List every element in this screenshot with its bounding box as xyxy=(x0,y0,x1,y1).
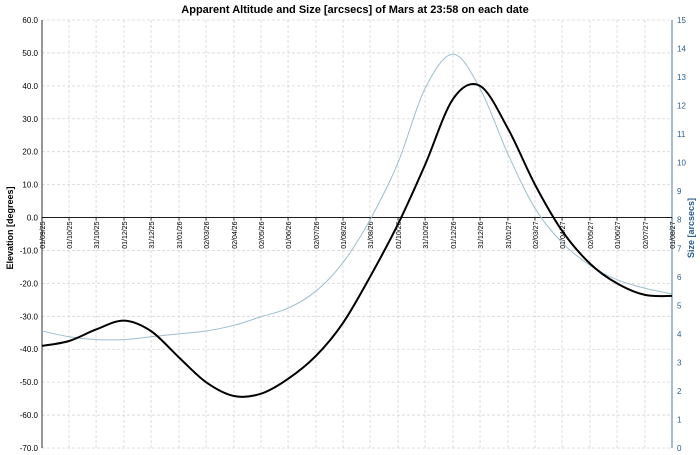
y-tick-label: -20.0 xyxy=(20,279,39,288)
x-tick-label: 01/10/25 xyxy=(67,221,74,248)
y2-tick-label: 7 xyxy=(677,244,682,253)
y2-tick-label: 0 xyxy=(677,444,682,453)
chart-title: Apparent Altitude and Size [arcsecs] of … xyxy=(181,4,528,16)
x-tick-label: 02/04/26 xyxy=(232,221,239,248)
y2-tick-label: 4 xyxy=(677,330,682,339)
y2-tick-label: 12 xyxy=(677,102,686,111)
y-tick-label: 60.0 xyxy=(22,16,38,25)
axes xyxy=(41,20,673,448)
y2-tick-label: 1 xyxy=(677,415,682,424)
x-tick-label: 02/05/27 xyxy=(588,221,595,248)
x-tick-label: 31/08/26 xyxy=(368,221,375,248)
x-tick-label: 01/08/27 xyxy=(670,221,677,248)
y-axis-left-title: Elevation [degrees] xyxy=(5,186,15,269)
y-tick-label: 10.0 xyxy=(22,181,38,190)
y2-tick-label: 10 xyxy=(677,159,686,168)
x-tick-label: 31/12/26 xyxy=(478,221,485,248)
y-tick-label: 0.0 xyxy=(27,214,39,223)
y-tick-label: -30.0 xyxy=(20,312,39,321)
grid xyxy=(41,19,673,449)
y2-tick-label: 6 xyxy=(677,273,682,282)
y-tick-label: 20.0 xyxy=(22,148,38,157)
x-tick-label: 01/04/27 xyxy=(560,221,567,248)
series-lines xyxy=(41,53,673,398)
y-axis-right-title: Size [arcsecs] xyxy=(686,198,696,258)
x-tick-label: 31/01/27 xyxy=(506,221,513,248)
y-tick-label: 40.0 xyxy=(22,82,38,91)
x-tick-label: 31/01/26 xyxy=(177,221,184,248)
x-tick-label: 31/10/25 xyxy=(94,221,101,248)
y-tick-label: -10.0 xyxy=(20,246,39,255)
y2-tick-label: 5 xyxy=(677,301,682,310)
y-tick-label: -60.0 xyxy=(20,411,39,420)
x-tick-label: 01/12/25 xyxy=(122,221,129,248)
y2-tick-label: 14 xyxy=(677,45,686,54)
x-tick-label: 02/07/26 xyxy=(314,221,321,248)
y2-tick-label: 15 xyxy=(677,16,686,25)
x-tick-label: 01/06/26 xyxy=(286,221,293,248)
y2-tick-label: 9 xyxy=(677,187,682,196)
y-tick-label: 50.0 xyxy=(22,49,38,58)
y-tick-label: -40.0 xyxy=(20,345,39,354)
x-tick-label: 01/09/25 xyxy=(40,221,47,248)
y2-tick-label: 11 xyxy=(677,130,686,139)
x-tick-label: 01/12/26 xyxy=(451,221,458,248)
x-tick-label: 02/03/26 xyxy=(204,221,211,248)
x-tick-label: 02/05/26 xyxy=(259,221,266,248)
x-tick-label: 02/03/27 xyxy=(533,221,540,248)
y-tick-label: -70.0 xyxy=(20,444,39,453)
x-tick-label: 01/10/26 xyxy=(396,221,403,248)
x-tick-label: 01/06/27 xyxy=(615,221,622,248)
tick-labels: 60.0 50.0 40.0 30.0 20.0 10.0 0.0 -10.0 -20.0 -30… xyxy=(20,16,687,453)
x-tick-label: 01/08/26 xyxy=(341,221,348,248)
y2-tick-label: 13 xyxy=(677,73,686,82)
series-line-elevation xyxy=(41,82,673,398)
series-line-size xyxy=(41,53,673,341)
y2-tick-label: 8 xyxy=(677,216,682,225)
y-tick-label: 30.0 xyxy=(22,115,38,124)
x-tick-label: 02/07/27 xyxy=(643,221,650,248)
y2-tick-label: 2 xyxy=(677,387,682,396)
x-tick-label: 31/12/25 xyxy=(149,221,156,248)
y2-tick-label: 3 xyxy=(677,358,682,367)
x-tick-label: 31/10/26 xyxy=(423,221,430,248)
y-tick-label: -50.0 xyxy=(20,378,39,387)
